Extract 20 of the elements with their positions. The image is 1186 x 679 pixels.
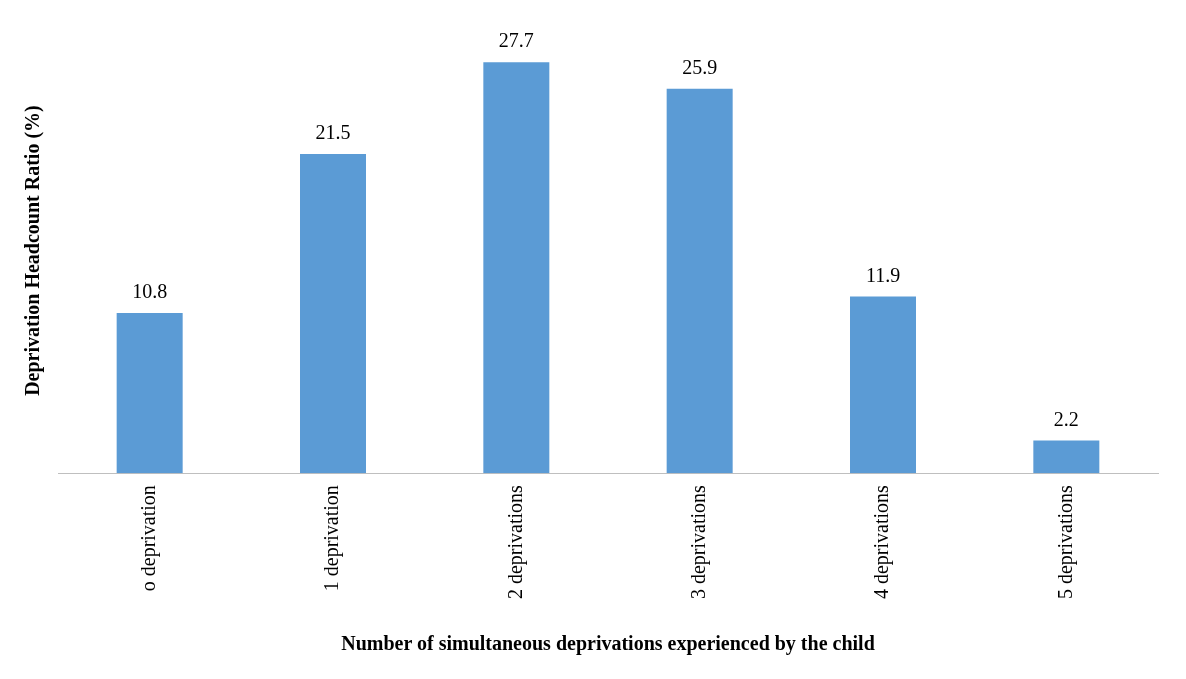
data-label: 2.2 xyxy=(1053,407,1079,430)
x-tick-label: 3 deprivations xyxy=(686,484,710,600)
bar xyxy=(116,312,183,474)
bar xyxy=(300,154,366,474)
data-label: 25.9 xyxy=(682,56,718,79)
x-tick-label: 2 deprivations xyxy=(503,484,527,600)
data-label: 10.8 xyxy=(132,280,168,303)
data-label: 21.5 xyxy=(315,121,351,144)
x-axis-title: Number of simultaneous deprivations experienced by the child xyxy=(341,632,875,656)
data-label: 11.9 xyxy=(865,263,901,286)
x-tick-label: o deprivation xyxy=(136,485,160,592)
x-tick-label: 1 deprivation xyxy=(320,485,344,592)
x-tick-label: 5 deprivations xyxy=(1053,484,1077,600)
bar xyxy=(850,296,916,474)
data-label: 27.7 xyxy=(498,29,534,52)
bar xyxy=(666,88,733,474)
y-axis-title: Deprivation Headcount Ratio (%) xyxy=(21,105,45,396)
x-tick-label: 4 deprivations xyxy=(870,484,894,600)
bar xyxy=(483,62,550,474)
bar xyxy=(1033,440,1100,474)
